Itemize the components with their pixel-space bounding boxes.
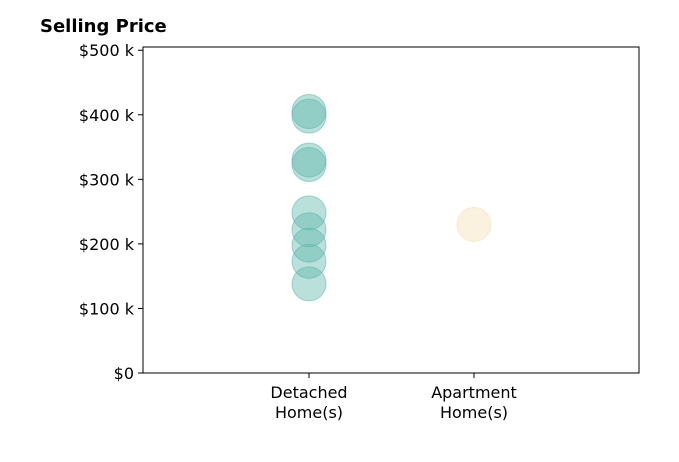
data-point <box>291 146 327 182</box>
y-tick-label: $300 k <box>79 170 135 189</box>
x-axis: Detached Home(s) Apartment Home(s) <box>270 373 517 422</box>
data-point <box>291 212 327 248</box>
y-tick-label: $100 k <box>79 299 135 318</box>
chart-title: Selling Price <box>40 16 167 37</box>
data-point <box>291 142 327 178</box>
data-point <box>291 227 327 263</box>
y-tick-label: $0 <box>114 364 134 383</box>
data-point <box>291 243 327 279</box>
x-tick-label: Apartment Home(s) <box>431 383 517 422</box>
data-point <box>291 266 327 302</box>
y-tick-label: $200 k <box>79 235 135 254</box>
data-point <box>456 207 492 243</box>
data-point <box>291 98 327 134</box>
y-axis: $0 $100 k $200 k $300 k $400 k $500 k <box>79 41 143 383</box>
y-tick-label: $500 k <box>79 41 135 60</box>
plot-frame <box>142 46 640 374</box>
data-points <box>291 94 492 302</box>
x-tick-label: Detached Home(s) <box>270 383 347 422</box>
data-point <box>291 94 327 130</box>
y-tick-label: $400 k <box>79 106 135 125</box>
